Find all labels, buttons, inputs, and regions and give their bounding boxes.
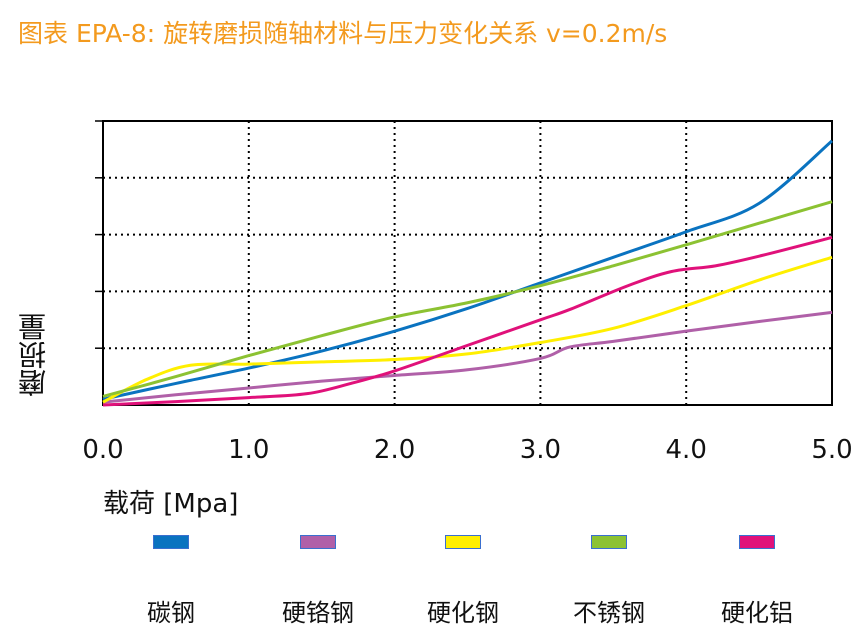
legend-label: 碳钢: [147, 599, 195, 627]
x-tick-label: 0.0: [82, 435, 123, 465]
legend-swatch: [445, 535, 481, 549]
legend-swatch: [739, 535, 775, 549]
legend-swatch: [153, 535, 189, 549]
series-line: [102, 310, 833, 404]
x-tick-label: 2.0: [374, 435, 415, 465]
legend-label: 不锈钢: [573, 599, 645, 627]
legend-label: 硬化钢: [427, 599, 499, 627]
legend-label: 硬化铝: [721, 599, 793, 627]
series-line: [102, 235, 833, 407]
x-tick-label: 5.0: [811, 435, 852, 465]
legend-label: 硬铬钢: [282, 599, 354, 627]
series-line: [102, 200, 833, 398]
series-line: [102, 139, 833, 401]
x-axis-label: 载荷 [Mpa]: [103, 489, 239, 519]
legend-swatch: [591, 535, 627, 549]
chart-title: 图表 EPA-8: 旋转磨损随轴材料与压力变化关系 v=0.2m/s: [18, 19, 668, 48]
x-tick-label: 3.0: [520, 435, 561, 465]
plot-frame: [102, 120, 833, 406]
series-line: [102, 255, 833, 404]
x-tick-label: 4.0: [666, 435, 707, 465]
x-tick-label: 1.0: [228, 435, 269, 465]
legend-swatch: [300, 535, 336, 549]
